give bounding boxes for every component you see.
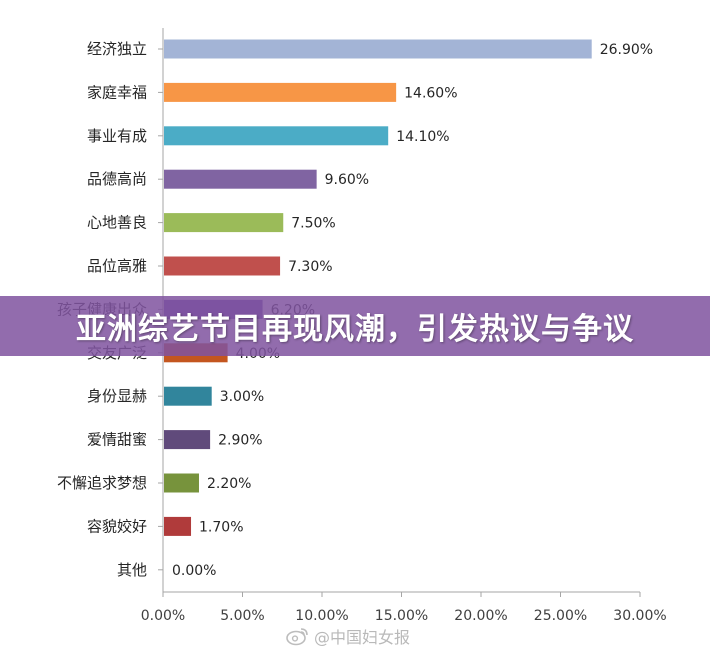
- x-tick-label: 0.00%: [141, 608, 185, 624]
- bar: [164, 39, 592, 59]
- data-label: 14.10%: [396, 129, 449, 145]
- bar: [164, 169, 317, 189]
- data-label: 0.00%: [172, 563, 216, 579]
- bar: [164, 430, 211, 450]
- category-label: 事业有成: [87, 127, 147, 145]
- bar: [164, 256, 281, 276]
- data-label: 9.60%: [325, 172, 369, 188]
- axis-layer: 0.00% 5.00% 10.00% 15.00% 20.00% 25.00% 30.00%: [141, 28, 667, 624]
- headline-banner: 亚洲综艺节目再现风潮，引发热议与争议: [0, 296, 710, 356]
- x-tick-label: 10.00%: [295, 608, 348, 624]
- x-tick-label: 30.00%: [613, 608, 666, 624]
- bar: [164, 473, 199, 493]
- category-label: 爱情甜蜜: [87, 431, 147, 449]
- bar: [164, 213, 284, 233]
- category-label: 不懈追求梦想: [57, 474, 147, 492]
- category-label: 心地善良: [87, 214, 147, 232]
- x-tick-label: 15.00%: [375, 608, 428, 624]
- bar: [164, 82, 397, 102]
- data-label: 7.50%: [291, 216, 335, 232]
- category-label: 品位高雅: [87, 257, 147, 275]
- data-label: 2.20%: [207, 476, 251, 492]
- bars-layer: [164, 39, 592, 536]
- bar: [164, 126, 389, 146]
- data-label: 1.70%: [199, 519, 243, 535]
- data-label: 2.90%: [218, 433, 262, 449]
- category-label: 容貌姣好: [87, 517, 147, 535]
- watermark: @中国妇女报: [286, 624, 410, 648]
- data-label: 7.30%: [288, 259, 332, 275]
- weibo-icon: [286, 626, 310, 646]
- x-tick-label: 20.00%: [454, 608, 507, 624]
- headline-text: 亚洲综艺节目再现风潮，引发热议与争议: [76, 312, 634, 347]
- category-label: 家庭幸福: [87, 83, 147, 101]
- watermark-text: @中国妇女报: [314, 628, 411, 647]
- category-label: 品德高尚: [87, 170, 147, 188]
- bar: [164, 386, 212, 406]
- data-label: 26.90%: [600, 42, 653, 58]
- x-tick-label: 5.00%: [220, 608, 264, 624]
- x-tick-label: 25.00%: [534, 608, 587, 624]
- category-label: 其他: [117, 561, 147, 579]
- category-label: 身份显赫: [87, 387, 147, 405]
- data-label: 14.60%: [404, 85, 457, 101]
- bar: [164, 516, 192, 536]
- category-label: 经济独立: [87, 40, 147, 58]
- data-label: 3.00%: [220, 389, 264, 405]
